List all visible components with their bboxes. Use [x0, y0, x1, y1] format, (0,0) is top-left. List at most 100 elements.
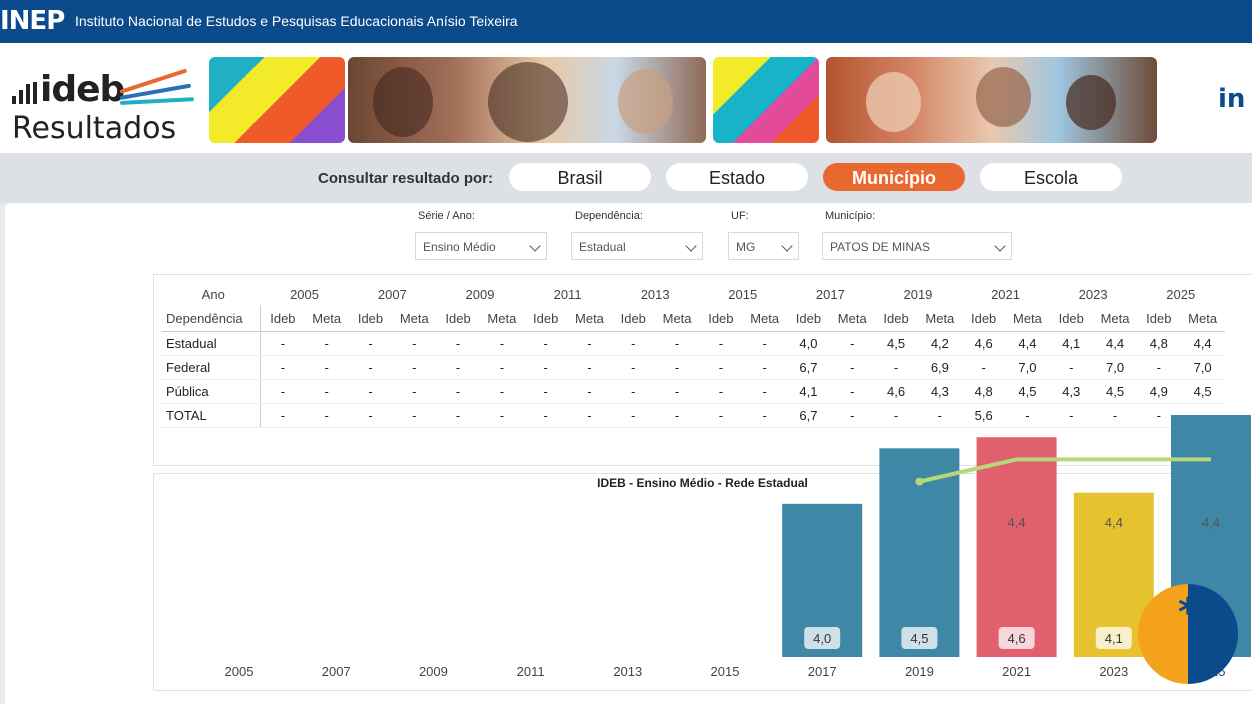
table-cell: 4,6	[961, 331, 1006, 356]
table-cell: 6,7	[786, 403, 831, 428]
chart-meta-label-2021: 4,4	[1008, 515, 1026, 530]
table-year-header: Ano	[201, 286, 225, 302]
table-cell: -	[698, 331, 743, 356]
chart-bar-label-bg	[1095, 627, 1132, 649]
chart-x-tick-2005: 2005	[225, 664, 254, 679]
query-button-estado[interactable]: Estado	[666, 163, 808, 191]
table-cell: -	[655, 379, 699, 404]
table-cell: 4,5	[874, 331, 918, 356]
query-button-municipio[interactable]: Município	[823, 163, 965, 191]
table-cell: -	[392, 331, 437, 356]
banner-image-supplies	[713, 57, 819, 143]
chat-assistant-button[interactable]: *	[1138, 584, 1238, 684]
table-year-2025: 2025	[1166, 286, 1196, 302]
filter-uf-select[interactable]: MG	[728, 232, 799, 260]
table-cell: 4,0	[786, 331, 831, 356]
table-sub-header-row: Dependência Ideb Meta Ideb Meta Ideb Meta Ideb…	[162, 305, 1225, 332]
banner-image-children	[348, 57, 706, 143]
chart-meta-label-2023: 4,4	[1105, 515, 1123, 530]
bars-icon	[12, 82, 38, 104]
table-cell: 4,8	[1136, 331, 1181, 356]
table-cell: -	[567, 403, 612, 428]
query-button-brasil[interactable]: Brasil	[509, 163, 651, 191]
table-cell: -	[655, 403, 699, 428]
chart-x-tick-2019: 2019	[905, 664, 934, 679]
chart-meta-line	[918, 457, 1211, 484]
table-cell: -	[742, 331, 787, 356]
query-label: Consultar resultado por:	[318, 170, 494, 187]
table-cell: -	[830, 331, 875, 356]
table-col-meta-2013: Meta	[655, 305, 699, 332]
table-cell: -	[611, 355, 656, 380]
table-cell: 7,0	[1005, 355, 1050, 380]
results-table: Ano 2005 2007 2009 2011 2013 2015 2017 2019 2021…	[162, 283, 1225, 428]
chart-bar-label-bg	[998, 627, 1035, 649]
table-cell: -	[348, 331, 393, 356]
filter-dependencia-value: Estadual	[579, 240, 626, 254]
filter-label-municipio: Município:	[825, 210, 876, 222]
table-cell: -	[348, 355, 393, 380]
ideb-wordmark: ideb	[40, 69, 125, 110]
table-year-2013: 2013	[640, 286, 670, 302]
table-cell: -	[479, 355, 524, 380]
chart-bar-label-2021: 4,6	[1008, 631, 1026, 646]
table-cell: -	[611, 379, 656, 404]
table-col-meta-2017: Meta	[830, 305, 875, 332]
table-cell: 5,6	[961, 403, 1006, 428]
filter-label-serie: Série / Ano:	[418, 210, 475, 222]
chart-bar-2021	[976, 437, 1057, 657]
table-col-ideb-2007: Ideb	[348, 305, 393, 332]
table-cell: 4,5	[1005, 379, 1050, 404]
table-cell: 4,2	[917, 331, 962, 356]
table-cell: -	[611, 403, 656, 428]
table-year-2009: 2009	[465, 286, 495, 302]
filter-serie-value: Ensino Médio	[423, 240, 496, 254]
filter-serie-select[interactable]: Ensino Médio	[415, 232, 547, 260]
table-col-meta-2005: Meta	[304, 305, 349, 332]
chart-x-tick-2015: 2015	[711, 664, 740, 679]
table-cell: -	[260, 403, 305, 428]
table-col-ideb-2011: Ideb	[523, 305, 568, 332]
table-cell: -	[436, 355, 480, 380]
table-year-2023: 2023	[1078, 286, 1108, 302]
table-cell: -	[567, 331, 612, 356]
chart-x-tick-2009: 2009	[419, 664, 448, 679]
table-cell: -	[1005, 403, 1050, 428]
table-cell: -	[611, 331, 656, 356]
table-cell: -	[655, 355, 699, 380]
table-cell: -	[436, 331, 480, 356]
table-col-ideb-2005: Ideb	[260, 305, 305, 332]
table-cell: -	[304, 379, 349, 404]
table-cell: 6,9	[917, 355, 962, 380]
chart-meta-point-start	[915, 477, 924, 486]
table-cell: 4,3	[1049, 379, 1094, 404]
table-cell: -	[436, 403, 480, 428]
table-cell: -	[348, 403, 393, 428]
table-col-ideb-2023: Ideb	[1049, 305, 1094, 332]
filter-municipio-select[interactable]: PATOS DE MINAS	[822, 232, 1012, 260]
table-cell: -	[1093, 403, 1137, 428]
filter-dependencia-select[interactable]: Estadual	[571, 232, 703, 260]
table-year-2005: 2005	[290, 286, 319, 302]
filter-uf-value: MG	[736, 240, 756, 254]
table-year-header-row: Ano 2005 2007 2009 2011 2013 2015 2017 2019 2021…	[162, 283, 1225, 305]
query-button-escola[interactable]: Escola	[980, 163, 1122, 191]
table-cell: 4,4	[1180, 331, 1225, 356]
table-col-meta-2023: Meta	[1093, 305, 1137, 332]
table-cell: -	[304, 355, 349, 380]
table-cell: -	[260, 355, 305, 380]
table-year-2019: 2019	[903, 286, 933, 302]
table-col-meta-2019: Meta	[917, 305, 962, 332]
table-cell: 4,5	[1180, 379, 1225, 404]
chart-meta-label-2025: 4,4	[1202, 515, 1220, 530]
table-row-label: Federal	[162, 355, 261, 380]
table-cell: -	[698, 403, 743, 428]
resultados-title: Resultados	[12, 111, 177, 146]
table-cell: -	[567, 379, 612, 404]
table-cell: -	[392, 379, 437, 404]
table-cell: 4,1	[786, 379, 831, 404]
table-cell: -	[1049, 355, 1094, 380]
top-bar: INEP Instituto Nacional de Estudos e Pes…	[0, 0, 1252, 43]
table-cell: -	[742, 355, 787, 380]
